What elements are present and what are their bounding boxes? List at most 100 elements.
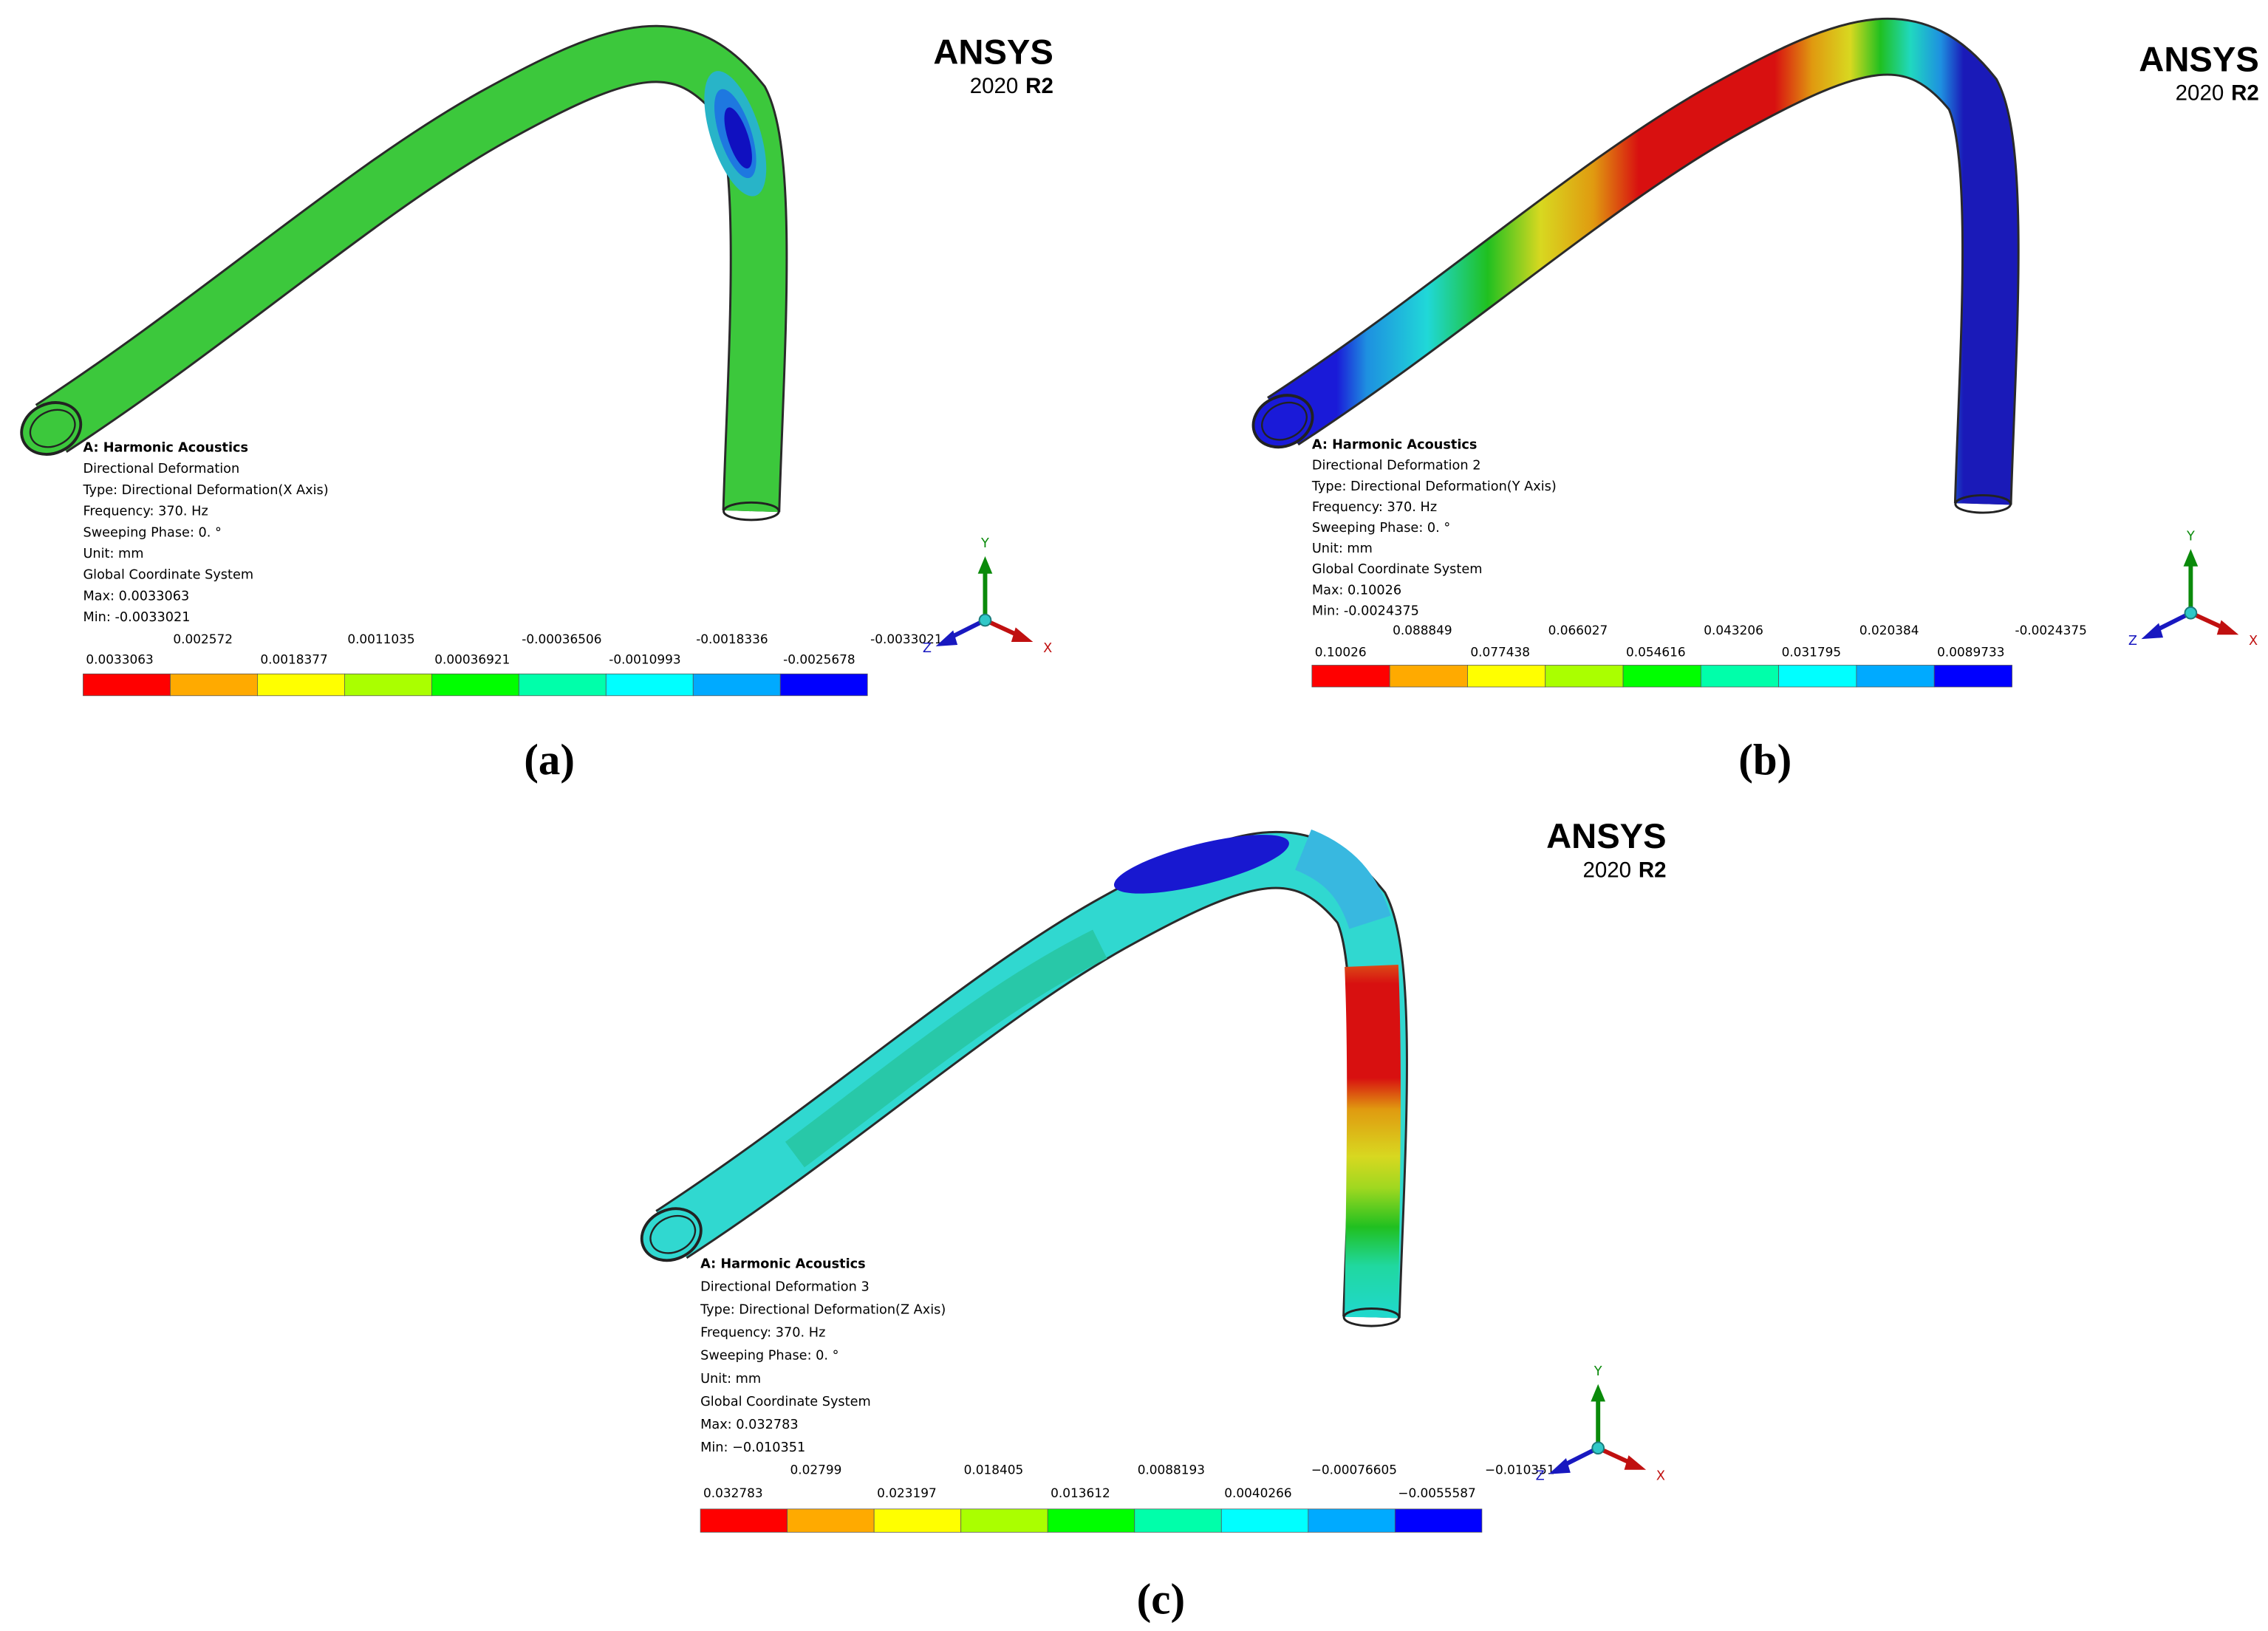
legend-label: -0.0018336 <box>696 632 768 646</box>
info-line: Max: 0.0033063 <box>83 589 189 603</box>
info-line: A: Harmonic Acoustics <box>1312 438 1478 453</box>
axis-label-z: Z <box>923 641 932 656</box>
legend-cell <box>1933 665 2012 688</box>
axis-label-x: X <box>2249 634 2258 649</box>
legend-cell <box>83 673 171 697</box>
info-line: Directional Deformation 2 <box>1312 459 1481 473</box>
axis-label-z: Z <box>2128 634 2137 649</box>
legend-cell <box>692 673 781 697</box>
info-line: Sweeping Phase: 0. ° <box>700 1349 838 1364</box>
info-line: Min: -0.0033021 <box>83 610 190 625</box>
pipe-end-inner <box>649 1214 697 1254</box>
legend-cell <box>700 1508 788 1533</box>
legend-cell <box>960 1508 1048 1533</box>
arrow-x <box>1624 1455 1647 1470</box>
info-line: Directional Deformation <box>83 462 239 476</box>
info-line: Unit: mm <box>83 547 143 561</box>
legend-label: 0.043206 <box>1704 623 1763 637</box>
legend-cell <box>1622 665 1701 688</box>
arrow-z <box>935 630 958 646</box>
info-line: Type: Directional Deformation(Y Axis) <box>1311 479 1557 494</box>
legend-label: 0.066027 <box>1548 623 1608 637</box>
arrow-y <box>2183 549 2199 567</box>
arrow-z <box>2141 623 2164 640</box>
legend-cell <box>1389 665 1468 688</box>
pipe-end <box>723 501 780 522</box>
legend-cell <box>605 673 694 697</box>
legend-cell <box>170 673 258 697</box>
logo-version: 2020 R2 <box>1582 858 1666 883</box>
legend-label: 0.0018377 <box>260 652 327 667</box>
info-line: Type: Directional Deformation(Z Axis) <box>700 1303 946 1318</box>
version: 2020 <box>1582 858 1631 883</box>
info-line: Global Coordinate System <box>83 568 253 583</box>
info-line: Sweeping Phase: 0. ° <box>83 525 221 540</box>
legend-cell <box>1047 1508 1135 1533</box>
legend-label: -0.0024375 <box>2015 623 2086 637</box>
legend-cell <box>257 673 345 697</box>
info-line: Min: -0.0024375 <box>1312 603 1419 618</box>
pipe-patch <box>1113 835 1289 894</box>
info-line: Frequency: 370. Hz <box>700 1326 825 1341</box>
legend-label: 0.0011035 <box>347 632 414 646</box>
legend-label: 0.0040266 <box>1224 1485 1291 1500</box>
legend-cell <box>1700 665 1780 688</box>
info-line: Min: −0.010351 <box>700 1440 805 1455</box>
version: 2020 <box>2176 81 2224 106</box>
release: R2 <box>1025 74 1053 98</box>
legend-label: 0.032783 <box>703 1485 763 1500</box>
info-line: Type: Directional Deformation(X Axis) <box>82 483 328 498</box>
legend-cell <box>873 1508 962 1533</box>
legend-label: 0.023197 <box>877 1485 937 1500</box>
info-line: Max: 0.10026 <box>1312 583 1401 598</box>
legend-cell <box>1394 1508 1483 1533</box>
legend-cell <box>1220 1508 1309 1533</box>
legend-cell <box>1308 1508 1396 1533</box>
legend-cell <box>1467 665 1546 688</box>
legend-label: 0.0089733 <box>1937 645 2004 660</box>
legend-cell <box>787 1508 875 1533</box>
axis-label-y: Y <box>1594 1364 1602 1379</box>
legend-label: 0.088849 <box>1393 623 1452 637</box>
triad-origin <box>2184 606 2198 620</box>
pipe-end <box>1342 1307 1401 1327</box>
legend-label: 0.018405 <box>964 1463 1024 1477</box>
axis-label-y: Y <box>2186 529 2195 544</box>
release: R2 <box>1639 858 1667 883</box>
legend-label: −0.010351 <box>1485 1463 1555 1477</box>
pipe-end-inner <box>29 408 76 448</box>
legend-cell <box>344 673 432 697</box>
triad-origin <box>978 613 992 627</box>
legend-cell <box>431 673 519 697</box>
arrow-y <box>1591 1384 1606 1402</box>
legend-label: 0.077438 <box>1470 645 1530 660</box>
legend-cell <box>518 673 607 697</box>
logo-name: ANSYS <box>1546 816 1667 855</box>
pipe <box>20 24 788 522</box>
info-line: Directional Deformation 3 <box>700 1280 870 1295</box>
pipe-body <box>1268 19 2018 505</box>
caption: (a) <box>524 735 575 784</box>
pipe-end <box>1954 493 2012 514</box>
pipe-body <box>656 832 1406 1319</box>
info-line: A: Harmonic Acoustics <box>83 440 248 455</box>
axis-label-y: Y <box>980 536 989 551</box>
logo-version: 2020 R2 <box>2176 81 2259 106</box>
info-line: Frequency: 370. Hz <box>83 505 208 519</box>
info-line: Max: 0.032783 <box>700 1418 799 1432</box>
logo-version: 2020 R2 <box>970 74 1053 98</box>
legend-label: -0.00036506 <box>522 632 601 646</box>
info-line: Sweeping Phase: 0. ° <box>1312 521 1450 536</box>
pipe-leg <box>1345 964 1401 1318</box>
pipe-body <box>36 27 786 513</box>
pipe-outline <box>655 831 1408 1319</box>
axis-label-z: Z <box>1536 1469 1545 1484</box>
legend-cell <box>1311 665 1390 688</box>
legend-label: 0.10026 <box>1315 645 1367 660</box>
legend-cell <box>779 673 868 697</box>
legend-cell <box>1856 665 1935 688</box>
